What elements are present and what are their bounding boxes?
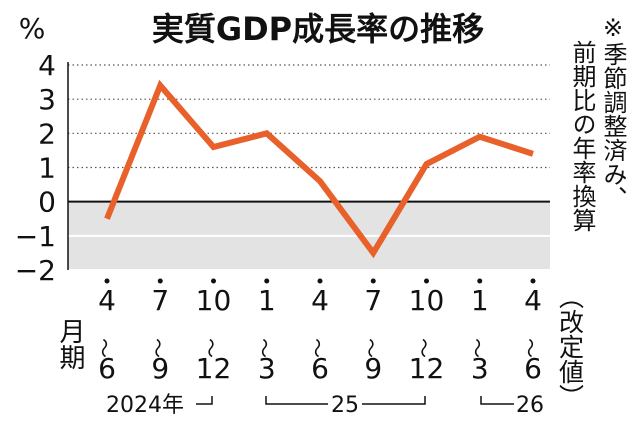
x-tick-label: 4 〜 6	[92, 284, 116, 385]
y-tick-label: −2	[15, 254, 56, 287]
x-tick-dot	[370, 278, 376, 284]
y-tick-label: 1	[38, 152, 56, 185]
year-bracket	[196, 396, 213, 405]
x-tick-dot	[104, 278, 110, 284]
x-tick-label: 4 〜 6	[305, 284, 329, 385]
x-tick-dot	[317, 278, 323, 284]
x-tick-label: 4 〜 6	[518, 284, 542, 385]
x-tick-label: 10 〜 12	[196, 284, 232, 385]
x-tick-dot	[157, 278, 163, 284]
year-label: 2024年	[106, 393, 184, 418]
y-unit: %	[19, 12, 46, 45]
y-tick-label: 3	[38, 83, 56, 116]
year-label: 26	[516, 393, 544, 418]
x-tick-label: 7 〜 9	[145, 284, 169, 385]
y-tick-label: 2	[38, 117, 56, 150]
year-bracket	[265, 396, 328, 405]
x-label: 月期	[55, 318, 85, 370]
year-bracket	[480, 396, 514, 405]
x-tick-dot	[530, 278, 536, 284]
x-tick-label: 10 〜 12	[409, 284, 445, 385]
y-tick-label: −1	[15, 220, 56, 253]
series-line	[104, 79, 534, 259]
y-tick-label: 4	[38, 49, 56, 82]
y-tick-label: 0	[38, 186, 56, 219]
note: ※季節調整済み、	[599, 14, 627, 210]
chart-title: 実質GDP成長率の推移	[152, 10, 484, 48]
x-tick-label: 7 〜 9	[358, 284, 382, 385]
x-tick-dot	[477, 278, 483, 284]
x-tick-dot	[211, 278, 216, 284]
revision-note: （改定値）	[556, 284, 585, 409]
year-bracket	[362, 396, 426, 405]
note: 前期比の年率換算	[568, 40, 596, 232]
x-tick-dot	[264, 278, 270, 284]
x-tick-label: 1 〜 3	[252, 284, 276, 385]
year-label: 25	[331, 393, 359, 418]
x-tick-label: 1 〜 3	[465, 284, 489, 385]
x-tick-dot	[424, 278, 429, 284]
